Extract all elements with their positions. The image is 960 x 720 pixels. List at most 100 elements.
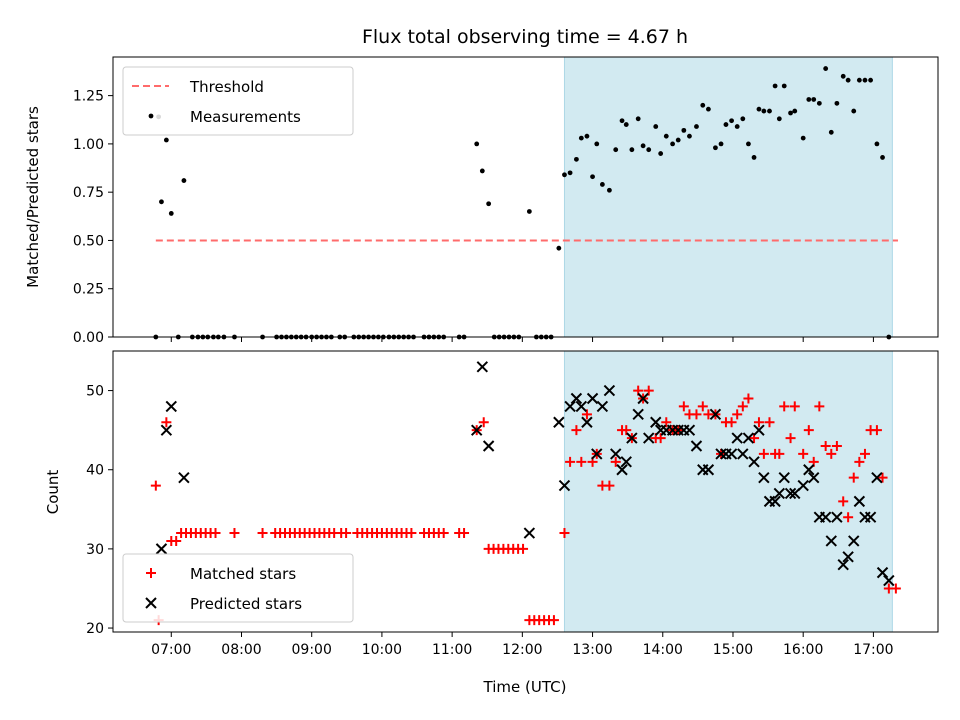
y-tick-label: 0.00 — [73, 330, 104, 346]
data-point — [607, 187, 612, 193]
data-point — [788, 110, 793, 116]
data-point — [613, 147, 619, 153]
data-point — [811, 97, 817, 102]
data-point — [843, 512, 854, 523]
y-tick-label: 30 — [86, 542, 104, 558]
y-tick-label: 1.00 — [73, 137, 104, 153]
data-point — [856, 77, 862, 83]
data-point — [702, 464, 715, 476]
data-point — [803, 464, 815, 476]
x-tick-label: 11:00 — [432, 642, 472, 658]
data-point — [604, 480, 615, 491]
data-point — [694, 124, 699, 129]
data-point — [758, 448, 769, 459]
data-point — [859, 448, 870, 459]
data-point — [650, 416, 662, 428]
data-point — [808, 471, 820, 484]
data-point — [661, 417, 672, 428]
data-point — [740, 116, 746, 122]
data-point — [406, 528, 417, 539]
data-point — [678, 401, 689, 412]
data-point — [610, 456, 621, 467]
y-tick-label: 20 — [86, 621, 104, 637]
chart-title: Flux total observing time = 4.67 h — [362, 26, 688, 48]
data-point — [629, 147, 635, 153]
data-point — [476, 361, 489, 373]
y-tick-label: 1.25 — [73, 89, 104, 105]
data-point — [603, 384, 616, 397]
data-point — [610, 448, 622, 460]
data-point — [779, 401, 790, 412]
data-point — [478, 417, 489, 428]
data-point — [658, 151, 664, 156]
data-point — [586, 392, 599, 405]
data-point — [571, 425, 582, 436]
data-point — [806, 97, 812, 102]
data-point — [800, 135, 806, 141]
x-tick-label: 08:00 — [221, 642, 261, 658]
data-point — [229, 528, 240, 539]
data-point — [565, 456, 576, 467]
data-point — [848, 472, 859, 483]
data-point — [626, 432, 638, 444]
data-point — [643, 385, 654, 396]
data-point — [581, 409, 592, 420]
data-point — [653, 124, 659, 129]
data-point — [163, 137, 169, 143]
data-point — [594, 141, 600, 147]
data-point — [825, 535, 837, 547]
data-point — [570, 392, 583, 405]
data-point — [772, 83, 778, 89]
data-point — [697, 401, 708, 412]
data-point — [723, 122, 729, 127]
data-point — [590, 174, 595, 180]
xaxis-label: Time (UTC) — [483, 678, 567, 696]
data-point — [890, 583, 901, 594]
data-point — [576, 456, 587, 467]
data-point — [731, 432, 743, 444]
data-point — [459, 528, 470, 539]
data-point — [341, 528, 352, 539]
data-point — [848, 535, 860, 547]
data-point — [774, 448, 785, 459]
data-point — [558, 479, 571, 492]
series-predicted-stars — [155, 361, 895, 587]
data-point — [871, 425, 882, 436]
data-point — [643, 432, 655, 444]
data-point — [687, 133, 692, 139]
y-tick-label: 0.25 — [73, 282, 104, 298]
x-tick-label: 13:00 — [572, 642, 612, 658]
data-point — [862, 77, 868, 83]
data-point — [838, 496, 849, 507]
x-tick-label: 17:00 — [853, 642, 893, 658]
data-point — [737, 401, 748, 412]
data-point — [635, 116, 641, 122]
data-point — [150, 480, 161, 491]
data-point — [767, 108, 772, 114]
data-point — [567, 170, 573, 176]
legend-marker — [145, 597, 157, 609]
y-tick-label: 0.75 — [73, 185, 104, 201]
x-tick-label: 16:00 — [783, 642, 823, 658]
data-point — [880, 155, 885, 160]
data-point — [155, 543, 168, 555]
data-point — [621, 425, 632, 436]
y-tick-label: 50 — [86, 384, 104, 400]
data-point — [743, 393, 754, 404]
data-point — [726, 417, 737, 428]
legend-marker — [148, 113, 154, 119]
legend-box — [122, 553, 354, 623]
data-point — [729, 118, 734, 124]
data-point — [599, 182, 605, 187]
data-point — [564, 400, 576, 413]
data-point — [785, 433, 796, 444]
data-point — [823, 66, 829, 71]
data-point — [764, 417, 775, 428]
legend-label: Threshold — [189, 78, 264, 96]
data-point — [159, 199, 164, 205]
data-point — [778, 471, 790, 484]
data-point — [663, 133, 669, 139]
data-point — [683, 424, 696, 436]
data-point — [474, 141, 480, 147]
